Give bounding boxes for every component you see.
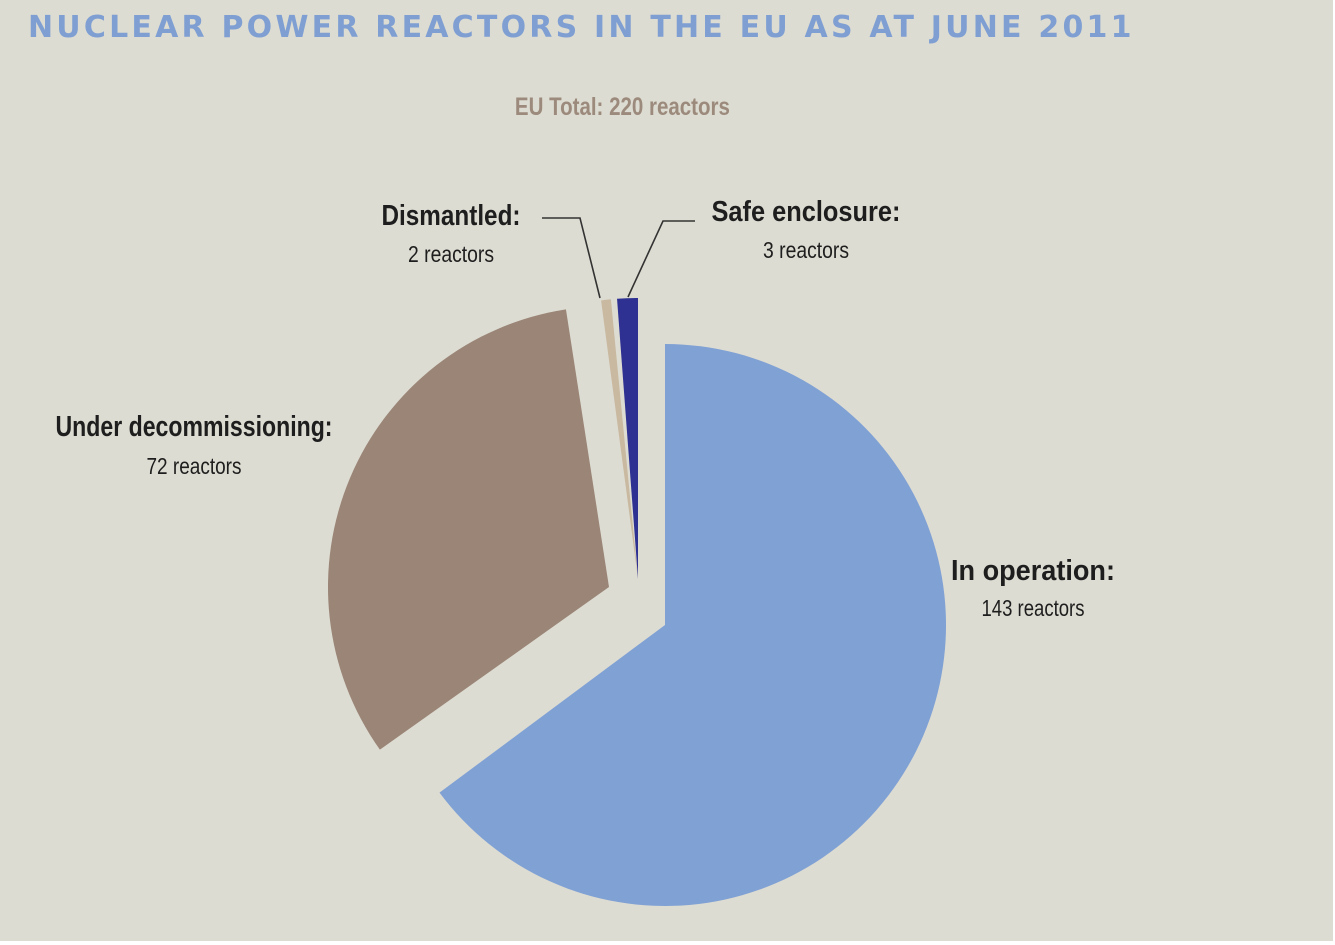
pie-slices xyxy=(327,298,947,906)
chart-title: NUCLEAR POWER REACTORS IN THE EU AS AT J… xyxy=(28,10,1135,45)
leader-line-dismantled xyxy=(542,217,601,299)
value-label-safe-enclosure: 3 reactors xyxy=(763,237,849,263)
pie-slice-safe-enclosure xyxy=(617,298,638,579)
chart-subtitle: EU Total: 220 reactors xyxy=(514,93,730,121)
label-dismantled: Dismantled: xyxy=(382,200,521,232)
pie-slice-dismantled xyxy=(601,299,638,579)
leader-line-safe-enclosure xyxy=(627,220,695,298)
label-under-decommissioning: Under decommissioning: xyxy=(56,411,333,443)
value-label-in-operation: 143 reactors xyxy=(982,595,1085,621)
pie-slice-under-decommissioning xyxy=(327,309,609,750)
value-label-under-decommissioning: 72 reactors xyxy=(147,453,242,479)
label-safe-enclosure: Safe enclosure: xyxy=(712,196,901,228)
pie-slice-in-operation xyxy=(439,344,947,906)
slice-labels: In operation: 143 reactors Under decommiss… xyxy=(56,196,1116,621)
label-in-operation: In operation: xyxy=(951,555,1115,587)
value-label-dismantled: 2 reactors xyxy=(408,241,494,267)
leader-lines xyxy=(542,217,695,299)
